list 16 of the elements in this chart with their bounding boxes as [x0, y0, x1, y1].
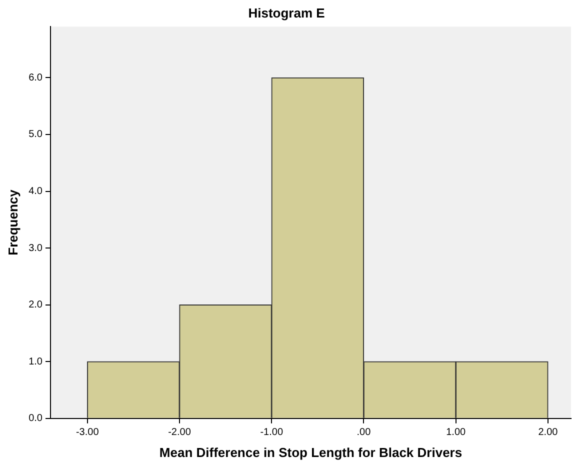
x-tick-label: -1.00: [260, 427, 284, 438]
y-tick-label: 3.0: [28, 242, 43, 254]
y-tick-label: 5.0: [28, 129, 43, 140]
y-tick-label: 4.0: [28, 186, 43, 198]
x-tick-label: -3.00: [76, 427, 100, 438]
x-axis-title: Mean Difference in Stop Length for Black Drivers: [159, 444, 462, 460]
y-tick-label: 0.0: [28, 413, 43, 424]
y-tick-label: 2.0: [28, 300, 43, 311]
y-tick-label: 1.0: [28, 356, 43, 368]
x-tick-label: .00: [356, 427, 372, 438]
x-tick-label: 1.00: [446, 427, 466, 438]
x-tick-label: 2.00: [538, 427, 558, 438]
chart-title: Histogram E: [248, 5, 326, 20]
x-tick-label: -2.00: [168, 427, 192, 438]
y-tick-label: 6.0: [28, 72, 43, 84]
y-axis-title: Frequency: [5, 188, 20, 256]
